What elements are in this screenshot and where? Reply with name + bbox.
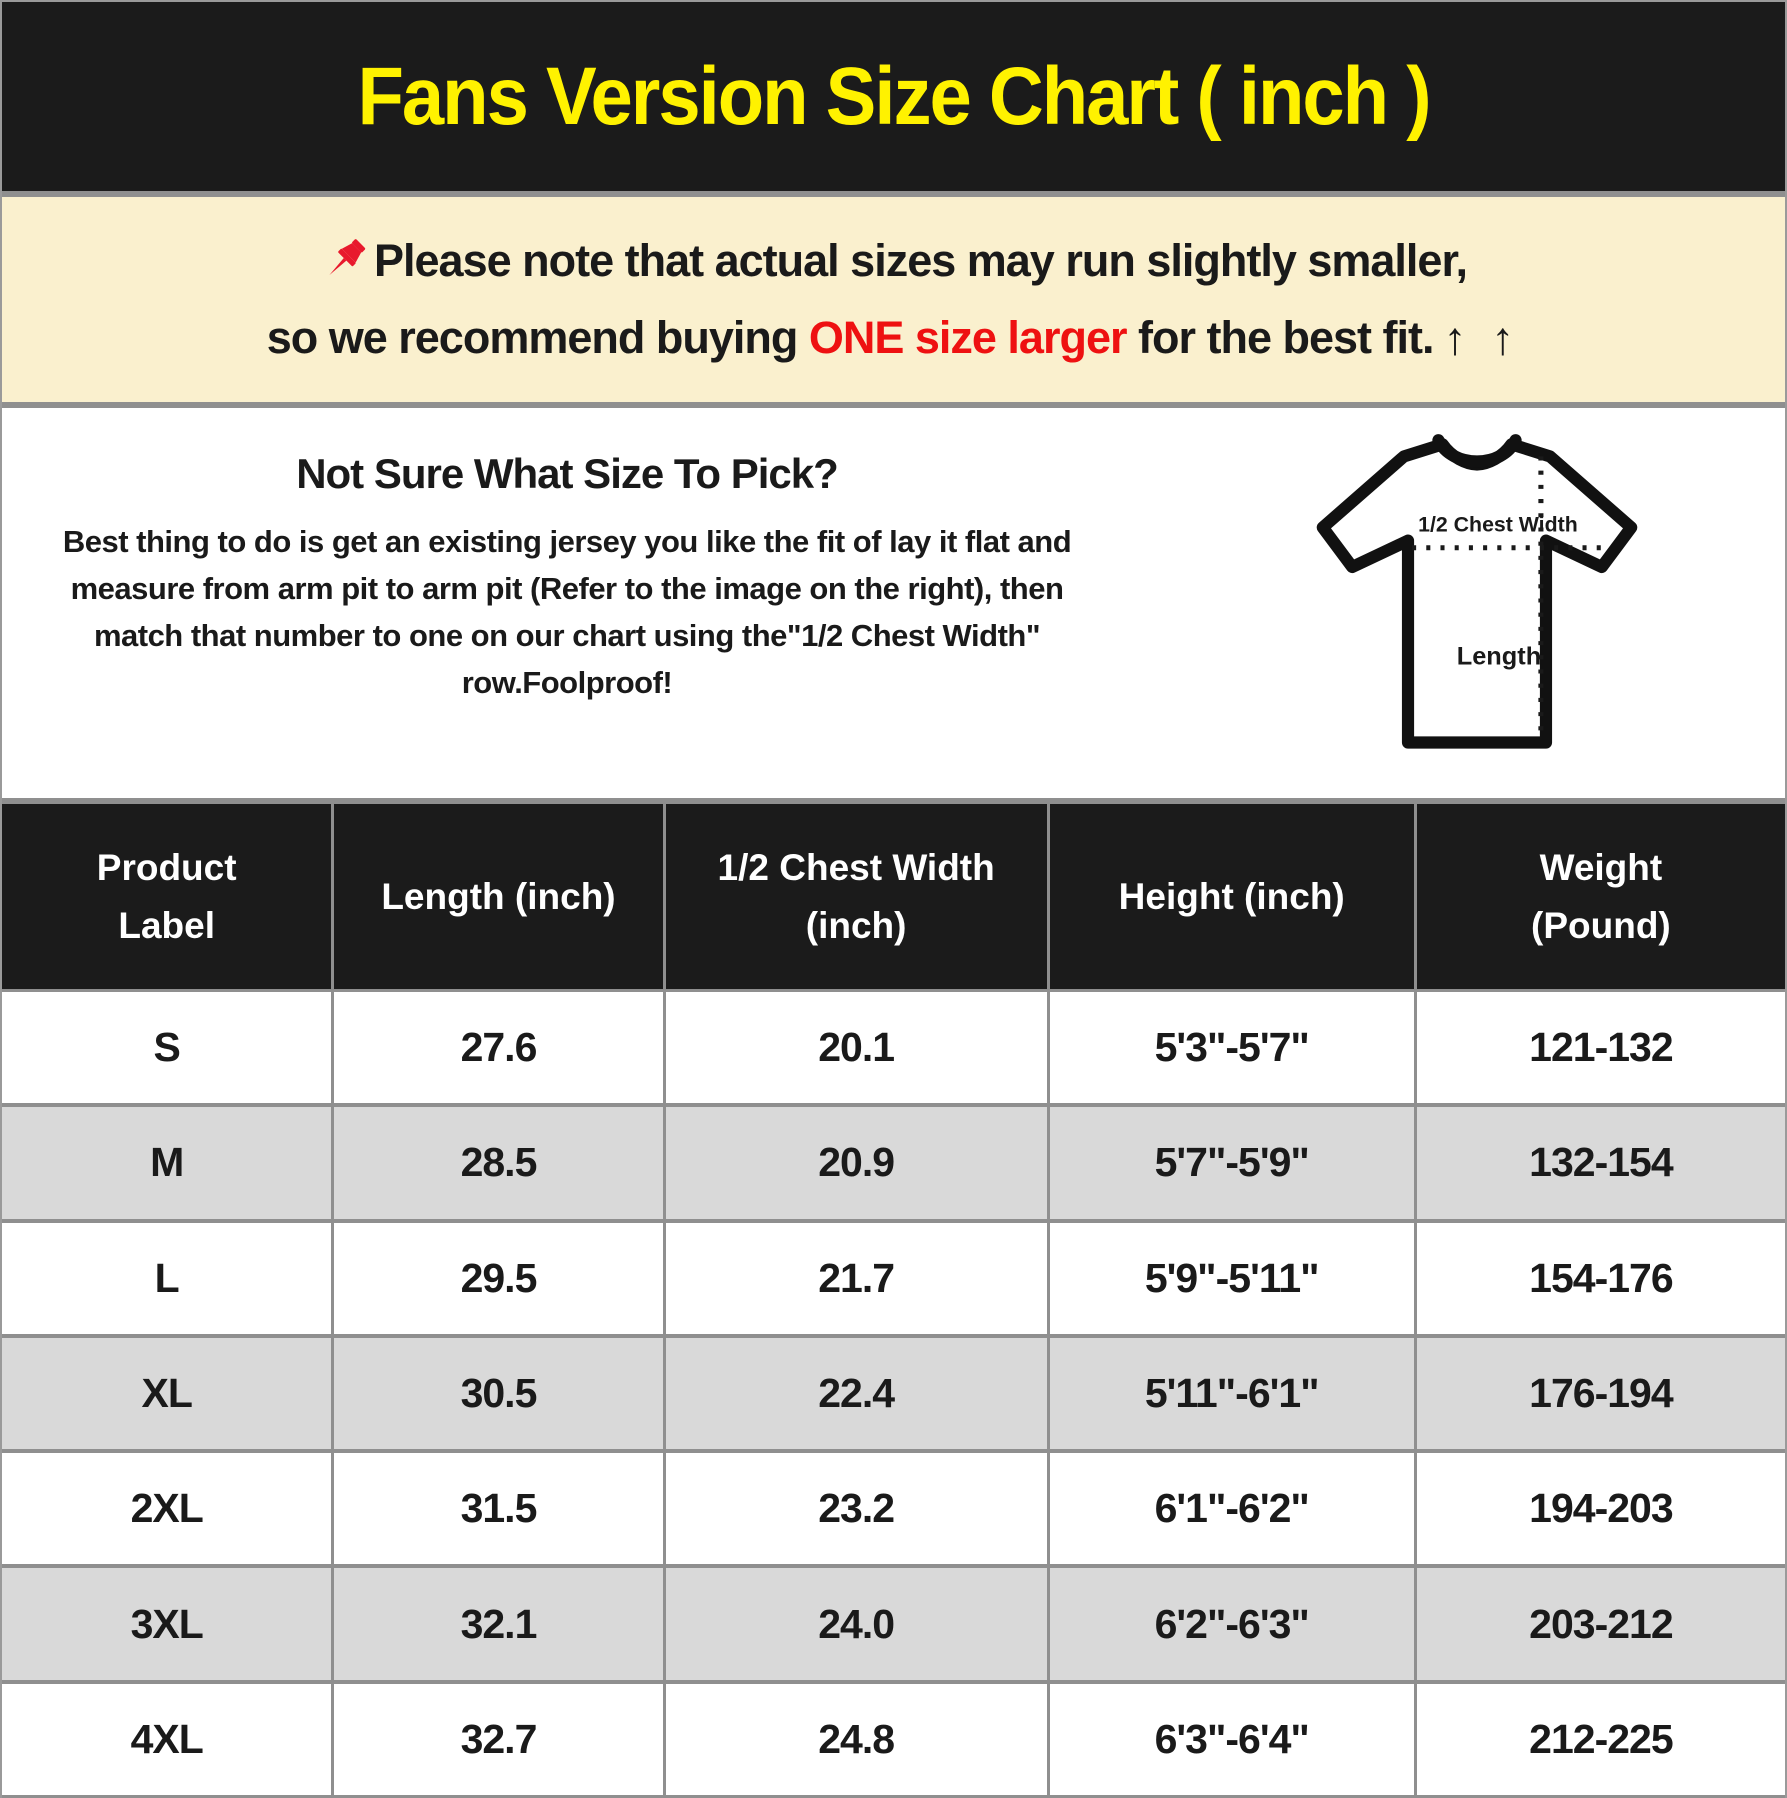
section-divider	[2, 191, 1785, 197]
table-cell: S	[2, 992, 335, 1104]
notice-line-2-suffix: for the best fit.	[1126, 311, 1435, 363]
table-row: XL 30.5 22.4 5'11"-6'1" 176-194	[2, 1333, 1785, 1450]
notice-banner: Please note that actual sizes may run sl…	[2, 197, 1785, 402]
column-header-weight: Weight (Pound)	[1531, 846, 1671, 946]
table-row: 4XL 32.7 24.8 6'3"-6'4" 212-225	[2, 1679, 1785, 1798]
table-cell: 20.1	[666, 992, 1050, 1104]
notice-line-1-text: Please note that actual sizes may run sl…	[374, 234, 1468, 286]
table-cell: 5'11"-6'1"	[1050, 1337, 1417, 1450]
table-cell: 5'9"-5'11"	[1050, 1222, 1417, 1334]
guide-body: Best thing to do is get an existing jers…	[62, 524, 1072, 700]
table-cell: 194-203	[1529, 1485, 1673, 1532]
table-cell: 20.9	[666, 1107, 1050, 1219]
table-cell: L	[2, 1222, 335, 1334]
title-bar: Fans Version Size Chart ( inch )	[2, 2, 1785, 191]
notice-line-2: so we recommend buying ONE size larger f…	[267, 311, 1521, 365]
table-cell: 23.2	[666, 1453, 1050, 1565]
column-header-product-label: Product Label	[2, 804, 335, 989]
table-cell: 27.6	[334, 992, 666, 1104]
up-arrows: ↑ ↑	[1443, 311, 1521, 364]
table-cell: 32.1	[334, 1568, 666, 1680]
table-cell: 176-194	[1529, 1369, 1673, 1416]
table-cell: 212-225	[1529, 1715, 1673, 1762]
table-row: M 28.5 20.9 5'7"-5'9" 132-154	[2, 1103, 1785, 1219]
table-row: S 27.6 20.1 5'3"-5'7" 121-132	[2, 992, 1785, 1104]
one-size-larger-highlight: ONE size larger	[808, 311, 1128, 363]
table-cell: 203-212	[1529, 1600, 1673, 1647]
table-cell: 132-154	[1529, 1139, 1673, 1186]
table-cell: 6'3"-6'4"	[1050, 1683, 1417, 1795]
section-divider	[2, 798, 1785, 804]
table-row: 2XL 31.5 23.2 6'1"-6'2" 194-203	[2, 1449, 1785, 1565]
table-cell: 28.5	[334, 1107, 666, 1219]
page-title: Fans Version Size Chart ( inch )	[357, 50, 1431, 143]
table-cell: 31.5	[334, 1453, 666, 1565]
notice-line-1: Please note that actual sizes may run sl…	[320, 234, 1468, 287]
tshirt-icon: 1/2 Chest Width Length	[1316, 434, 1638, 749]
table-cell: 4XL	[2, 1683, 335, 1795]
chest-width-label: 1/2 Chest Width	[1418, 513, 1578, 537]
table-cell: 29.5	[334, 1222, 666, 1334]
length-label: Length	[1457, 642, 1542, 670]
table-cell: 2XL	[2, 1453, 335, 1565]
column-header-height: Height (inch)	[1050, 804, 1417, 989]
tshirt-diagram: 1/2 Chest Width Length	[1292, 426, 1662, 776]
table-cell: 6'2"-6'3"	[1050, 1568, 1417, 1680]
table-cell: 5'3"-5'7"	[1050, 992, 1417, 1104]
table-cell: 154-176	[1529, 1254, 1673, 1301]
table-cell: 24.0	[666, 1568, 1050, 1680]
notice-line-2-prefix: so we recommend buying	[266, 311, 809, 363]
table-cell: 21.7	[666, 1222, 1050, 1334]
table-cell: 6'1"-6'2"	[1050, 1453, 1417, 1565]
table-cell: XL	[2, 1337, 335, 1450]
table-row: L 29.5 21.7 5'9"-5'11" 154-176	[2, 1218, 1785, 1334]
table-row: 3XL 32.1 24.0 6'2"-6'3" 203-212	[2, 1564, 1785, 1680]
size-table-body: S 27.6 20.1 5'3"-5'7" 121-132 M 28.5 20.9 5'7"-5…	[2, 992, 1785, 1798]
guide-text-block: Not Sure What Size To Pick? Best thing t…	[2, 450, 1132, 706]
table-header-row: Product Label Length (inch) 1/2 Chest Wi…	[2, 804, 1785, 992]
column-header-chest-width: 1/2 Chest Width (inch)	[666, 804, 1050, 989]
pushpin-icon	[329, 238, 366, 275]
table-cell: 3XL	[2, 1568, 335, 1680]
table-cell: 32.7	[334, 1683, 666, 1795]
column-header-length: Length (inch)	[334, 804, 666, 989]
table-cell: 5'7"-5'9"	[1050, 1107, 1417, 1219]
table-cell: 24.8	[666, 1683, 1050, 1795]
size-table: Product Label Length (inch) 1/2 Chest Wi…	[2, 804, 1785, 1798]
table-cell: M	[2, 1107, 335, 1219]
table-cell: 30.5	[334, 1337, 666, 1450]
table-cell: 22.4	[666, 1337, 1050, 1450]
guide-heading: Not Sure What Size To Pick?	[296, 450, 839, 497]
size-guide-section: Not Sure What Size To Pick? Best thing t…	[2, 408, 1785, 798]
section-divider	[2, 402, 1785, 408]
table-cell: 121-132	[1529, 1024, 1673, 1071]
